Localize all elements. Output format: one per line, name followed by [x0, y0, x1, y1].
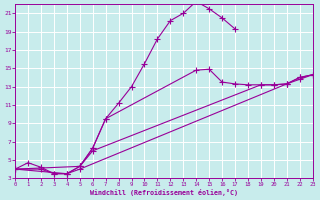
X-axis label: Windchill (Refroidissement éolien,°C): Windchill (Refroidissement éolien,°C)	[90, 189, 238, 196]
